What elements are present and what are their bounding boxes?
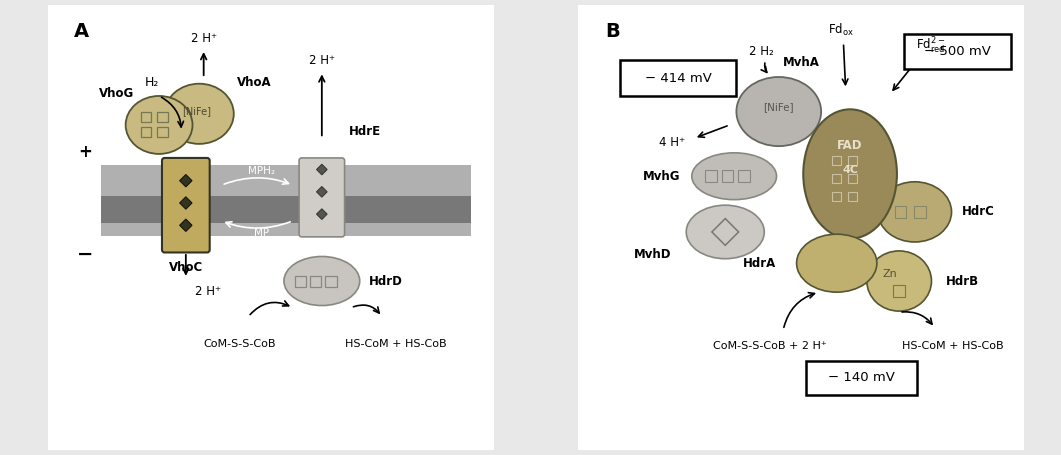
Text: − 500 mV: − 500 mV — [924, 45, 991, 58]
FancyBboxPatch shape — [299, 158, 345, 237]
Ellipse shape — [877, 182, 952, 242]
Text: CoM-S-S-CoB + 2 H⁺: CoM-S-S-CoB + 2 H⁺ — [713, 341, 827, 351]
Text: MP: MP — [254, 228, 269, 238]
Bar — [721, 171, 733, 182]
Bar — [325, 276, 336, 287]
Text: HdrE: HdrE — [349, 125, 381, 138]
Polygon shape — [316, 164, 327, 175]
Bar — [832, 174, 841, 183]
Text: Fd$_{\mathregular{red}}^{2-}$: Fd$_{\mathregular{red}}^{2-}$ — [916, 35, 945, 56]
Text: Fd$_{\mathregular{ox}}$: Fd$_{\mathregular{ox}}$ — [829, 22, 854, 38]
Bar — [848, 192, 857, 201]
Text: − 414 mV: − 414 mV — [645, 71, 712, 85]
FancyBboxPatch shape — [621, 60, 736, 96]
Text: HdrB: HdrB — [946, 274, 979, 288]
Bar — [295, 276, 307, 287]
Bar — [848, 174, 857, 183]
Ellipse shape — [164, 84, 233, 144]
Text: Zn: Zn — [883, 269, 898, 279]
Bar — [832, 192, 841, 201]
Bar — [894, 206, 906, 217]
Text: 4C: 4C — [842, 165, 858, 175]
Text: MvhG: MvhG — [643, 170, 681, 183]
Bar — [893, 285, 905, 297]
Text: H₂: H₂ — [145, 76, 159, 89]
Text: HdrC: HdrC — [961, 205, 994, 218]
Ellipse shape — [284, 257, 360, 306]
Ellipse shape — [867, 251, 932, 311]
Text: B: B — [605, 22, 620, 41]
Text: 2 H⁺: 2 H⁺ — [191, 32, 216, 45]
Text: − 140 mV: − 140 mV — [828, 371, 894, 384]
Text: 2 H⁺: 2 H⁺ — [195, 285, 221, 298]
Polygon shape — [316, 187, 327, 197]
Ellipse shape — [692, 153, 777, 200]
Bar — [832, 156, 841, 165]
Text: VhoC: VhoC — [169, 261, 203, 274]
Bar — [738, 171, 750, 182]
Text: HdrA: HdrA — [744, 257, 777, 270]
Text: CoM-S-S-CoB: CoM-S-S-CoB — [203, 339, 276, 349]
Bar — [101, 165, 471, 237]
Text: [NiFe]: [NiFe] — [764, 102, 794, 112]
FancyBboxPatch shape — [805, 361, 917, 394]
Bar — [848, 156, 857, 165]
Bar — [310, 276, 321, 287]
Text: 2 H⁺: 2 H⁺ — [309, 54, 335, 67]
Text: −: − — [77, 245, 93, 264]
Text: A: A — [74, 22, 89, 41]
Bar — [101, 223, 471, 237]
Text: [NiFe]: [NiFe] — [182, 106, 211, 116]
Text: +: + — [79, 143, 92, 161]
Polygon shape — [316, 209, 327, 219]
Polygon shape — [179, 219, 192, 232]
Bar — [706, 171, 717, 182]
Bar — [141, 112, 152, 122]
Ellipse shape — [686, 205, 764, 259]
Bar — [101, 165, 471, 196]
Text: HS-CoM + HS-CoB: HS-CoM + HS-CoB — [345, 339, 447, 349]
Text: FAD: FAD — [837, 138, 863, 152]
Bar — [157, 127, 168, 137]
FancyBboxPatch shape — [904, 34, 1011, 69]
FancyBboxPatch shape — [162, 158, 210, 253]
Ellipse shape — [125, 96, 192, 154]
Text: VhoA: VhoA — [237, 76, 272, 89]
Ellipse shape — [797, 234, 876, 292]
Text: MvhD: MvhD — [634, 248, 672, 261]
Polygon shape — [179, 174, 192, 187]
Text: 2 H₂: 2 H₂ — [749, 45, 773, 58]
Polygon shape — [179, 197, 192, 209]
Text: VhoG: VhoG — [99, 87, 135, 101]
Ellipse shape — [803, 109, 897, 238]
Text: MPH₂: MPH₂ — [248, 166, 275, 176]
FancyBboxPatch shape — [36, 0, 505, 455]
Ellipse shape — [736, 77, 821, 146]
Text: 4 H⁺: 4 H⁺ — [659, 136, 685, 149]
Bar — [915, 206, 926, 217]
Text: HdrD: HdrD — [368, 274, 402, 288]
Text: MvhA: MvhA — [783, 56, 819, 69]
Bar — [141, 127, 152, 137]
Bar — [157, 112, 168, 122]
FancyBboxPatch shape — [567, 0, 1036, 455]
Text: HS-CoM + HS-CoB: HS-CoM + HS-CoB — [902, 341, 1004, 351]
